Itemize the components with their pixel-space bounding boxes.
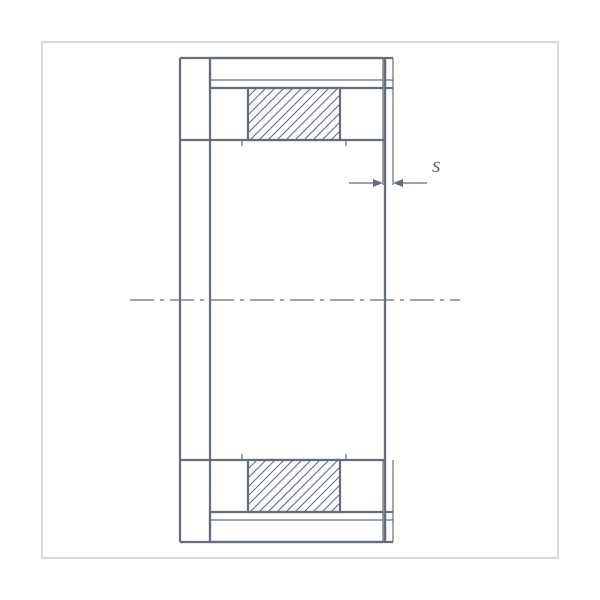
gap-arrow-right (393, 179, 403, 187)
gap-arrow-left (373, 179, 383, 187)
bearing-cross-section: s (0, 0, 600, 600)
gap-label: s (432, 152, 441, 177)
